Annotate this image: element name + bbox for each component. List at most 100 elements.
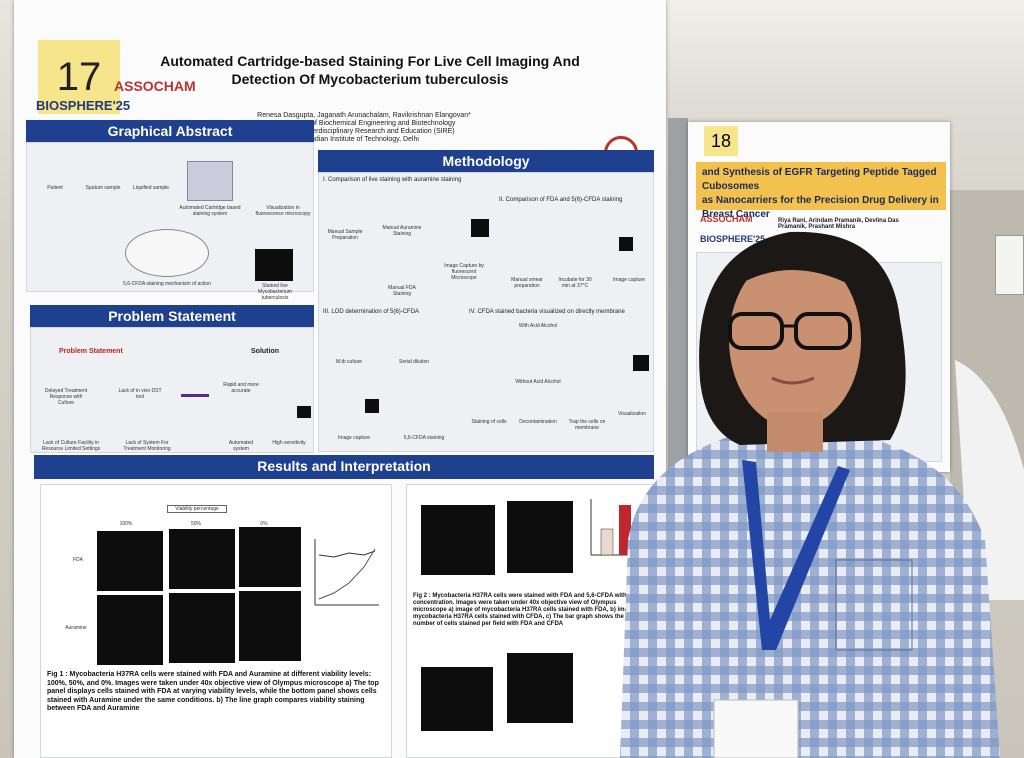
label: Solution (251, 348, 279, 355)
pocket (835, 559, 913, 651)
panel: Problem Statement Solution Delayed Treat… (30, 327, 314, 453)
method-step: III. LOD determination of 5(6)-CFDA (323, 309, 420, 315)
label: Viability percentage (167, 505, 227, 513)
label: FDA (73, 557, 83, 563)
label: 5,6-CFDA staining (403, 435, 445, 441)
section-header: Methodology (318, 150, 654, 172)
panel: Patient Sputum sample Liquified sample A… (26, 142, 314, 301)
curve (318, 548, 376, 600)
micrograph (239, 591, 301, 661)
title-line: and Synthesis of EGFR Targeting Peptide … (702, 167, 937, 192)
label: Manual smear preparation (511, 277, 543, 289)
label: Auramine (65, 625, 87, 631)
panel: Viability percentage 100% 50% 0% FDA Aur… (40, 484, 392, 758)
label: 100% (119, 521, 133, 527)
label: Manual FDA Staining (388, 285, 416, 297)
micrograph (421, 505, 495, 575)
label: Trap the cells on membrane (568, 419, 606, 431)
method-step: I. Comparison of live staining with aura… (323, 177, 462, 183)
logo: ASSOCHAM (700, 214, 753, 224)
title-line: as Nanocarriers for the Precision Drug D… (702, 195, 939, 220)
label: Delayed Treatment Response with Culture (44, 388, 88, 406)
line-graph (314, 539, 379, 606)
affiliation: School of Interdisciplinary Research and… (273, 128, 455, 135)
label: 5,6-CFDA staining mechanism of action (123, 281, 211, 287)
method-step: II. Comparison of FDA and 5(6)-CFDA stai… (499, 197, 623, 203)
logo: ASSOCHAM (114, 78, 196, 94)
label: M.tb culture (335, 359, 363, 365)
label: Visualization (618, 411, 646, 417)
shirt (620, 420, 1000, 758)
poster-17: 17 ASSOCHAM BIOSPHERE'25 Automated Cartr… (14, 0, 666, 758)
method-step: IV. CFDA stained bacteria visualized on … (469, 309, 625, 315)
label: Sputum sample (85, 185, 121, 191)
label: Incubate for 30 min at 37°C (558, 277, 592, 289)
label: Lack of Culture Facility in Resource Lim… (41, 440, 101, 452)
poster-number: 17 (38, 40, 120, 114)
id-card (713, 699, 799, 758)
bar-shape (600, 528, 614, 556)
label: Patient (47, 185, 63, 191)
neck (767, 412, 823, 452)
glasses (728, 312, 784, 350)
label: Manual Auramine Staining (382, 225, 422, 237)
micrograph (507, 501, 573, 573)
mechanism-icon (125, 229, 209, 277)
title-line: Automated Cartridge-based Staining For L… (160, 53, 580, 69)
section-header: Results and Interpretation (34, 455, 654, 479)
label: Without Acid Alcohol (515, 379, 561, 385)
poster-title: and Synthesis of EGFR Targeting Peptide … (696, 162, 946, 220)
authors: Renesa Dasgupta, Jaganath Arunachalam, R… (257, 112, 471, 119)
section-header: Problem Statement (30, 305, 314, 327)
micrograph (507, 653, 573, 723)
poster-title: Automated Cartridge-based Staining For L… (150, 52, 590, 88)
affiliation: Indian Institute of Technology, Delhi (309, 136, 419, 143)
affiliation: Department of Biochemical Engineering an… (272, 120, 456, 127)
label: Lack of in vivo DST tool (118, 388, 162, 400)
label: Manual Sample Preparation (327, 229, 363, 241)
label: Stained live Mycobacterium tuberculosis (258, 283, 292, 301)
label: Liquified sample (132, 185, 170, 191)
micrograph (97, 531, 163, 591)
label: 50% (190, 521, 201, 527)
lanyard (742, 460, 850, 650)
label: Automated system (228, 440, 254, 452)
micrograph (169, 529, 235, 589)
micrograph (421, 667, 493, 731)
label: Visualization in fluorescence microscopy (255, 205, 311, 217)
mouth (771, 376, 815, 385)
title-line: Detection Of Mycobacterium tuberculosis (231, 71, 509, 87)
authors: Riya Rani, Arindam Pramanik, Devlina Das… (778, 218, 899, 230)
micrograph (169, 593, 235, 663)
label: 0% (260, 521, 268, 527)
label: Automated Cartridge based staining syste… (179, 205, 241, 217)
micrograph (97, 595, 163, 665)
micrograph (471, 219, 489, 237)
micrograph (633, 355, 649, 371)
glasses (794, 312, 852, 350)
device-icon (187, 161, 233, 201)
label: Serial dilution (398, 359, 430, 365)
micrograph (365, 399, 379, 413)
micrograph (239, 527, 301, 587)
micrograph (255, 249, 293, 281)
poster-number: 18 (704, 126, 738, 156)
monitor-icon (297, 406, 311, 418)
curve (318, 550, 376, 558)
label: With Acid Alcohol (518, 323, 558, 329)
label: Image Capture by fluorescent Microscope (444, 263, 484, 281)
label: Decontamination (519, 419, 557, 425)
label: Image capture (338, 435, 370, 441)
panel: Fig 2 : Mycobacteria H37RA cells were st… (406, 484, 654, 758)
label: Rapid and more accurate (223, 382, 259, 394)
label: Problem Statement (59, 348, 123, 355)
label: Staining of cells (471, 419, 507, 425)
label: High sensitivity (272, 440, 306, 446)
arrow (181, 394, 209, 397)
event-logo: BIOSPHERE'25 (36, 98, 131, 113)
panel: I. Comparison of live staining with aura… (318, 172, 654, 452)
label: Image capture (613, 277, 645, 283)
ceiling (660, 0, 1024, 120)
